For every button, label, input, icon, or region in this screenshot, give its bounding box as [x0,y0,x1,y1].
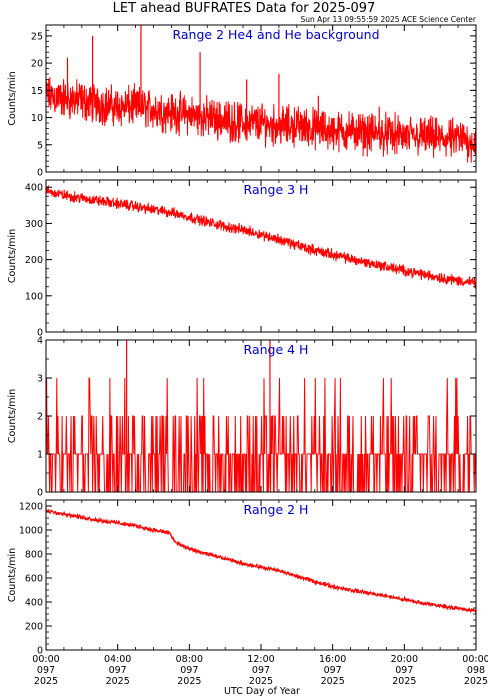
y-axis-label: Counts/min [7,548,18,602]
y-tick-label: 300 [25,219,43,230]
y-tick-label: 1000 [19,526,43,537]
x-tick-doy: 097 [395,665,413,676]
x-tick-doy: 097 [37,665,55,676]
y-axis-label: Counts/min [7,389,18,443]
x-tick-year: 2025 [106,676,130,687]
x-tick-doy: 097 [180,665,198,676]
panel-title: Range 3 H [244,182,309,197]
y-tick-label: 15 [31,86,43,97]
x-tick-doy: 097 [252,665,270,676]
panel-title: Range 2 He4 and He background [172,27,379,42]
y-tick-label: 800 [25,550,43,561]
y-tick-label: 25 [31,31,43,42]
y-tick-label: 4 [37,336,43,347]
x-tick-year: 2025 [177,676,201,687]
y-axis-label: Counts/min [7,71,18,125]
x-tick-time: 20:00 [391,654,418,665]
x-axis: 00:00097202504:00097202508:00097202512:0… [32,654,488,687]
y-tick-label: 0 [37,328,43,339]
figure-title: LET ahead BUFRATES Data for 2025-097 [113,1,376,16]
x-tick-time: 04:00 [104,654,131,665]
y-tick-label: 400 [25,598,43,609]
panel-1: 0 5 10 15 20 25 Counts/min Range 2 He4 and He b… [7,24,477,179]
x-tick-year: 2025 [249,676,273,687]
x-axis-label: UTC Day of Year [224,686,300,697]
x-tick-time: 12:00 [247,654,274,665]
x-tick-doy: 098 [467,665,485,676]
x-tick-time: 08:00 [176,654,203,665]
timestamp: Sun Apr 13 09:55:59 2025 ACE Science Cen… [300,15,476,24]
series-line [45,184,477,289]
y-tick-label: 400 [25,183,43,194]
panel-3: 0 1 2 3 4 Counts/min Range 4 H [7,336,477,499]
series-line [45,377,477,493]
x-tick-year: 2025 [321,676,345,687]
y-tick-label: 5 [37,140,43,151]
y-tick-label: 600 [25,574,43,585]
series-line [45,76,477,163]
y-tick-label: 1 [37,450,43,461]
x-tick-time: 16:00 [319,654,346,665]
y-tick-label: 0 [37,646,43,657]
x-tick-time: 00:00 [32,654,59,665]
y-tick-label: 200 [25,622,43,633]
panel-4: 0 200 400 600 800 1000 1200 Counts/min Range 2 H [7,499,477,657]
y-tick-label: 100 [25,291,43,302]
x-tick-time: 00:00 [462,654,488,665]
x-tick-year: 2025 [392,676,416,687]
y-tick-label: 0 [37,488,43,499]
y-tick-label: 2 [37,412,43,423]
y-axis-label: Counts/min [7,229,18,283]
x-tick-year: 2025 [464,676,488,687]
y-tick-label: 1200 [19,502,43,513]
y-tick-label: 20 [31,59,43,70]
x-tick-doy: 097 [109,665,127,676]
y-tick-label: 0 [37,168,43,179]
panel-2: 0 100 200 300 400 Counts/min Range 3 H [7,179,477,339]
y-tick-label: 200 [25,255,43,266]
panel-title: Range 4 H [244,342,309,357]
series-line [45,507,477,614]
x-tick-year: 2025 [34,676,58,687]
y-tick-label: 10 [31,113,43,124]
panel-title: Range 2 H [244,502,309,517]
x-tick-doy: 097 [324,665,342,676]
y-tick-label: 3 [37,374,43,385]
